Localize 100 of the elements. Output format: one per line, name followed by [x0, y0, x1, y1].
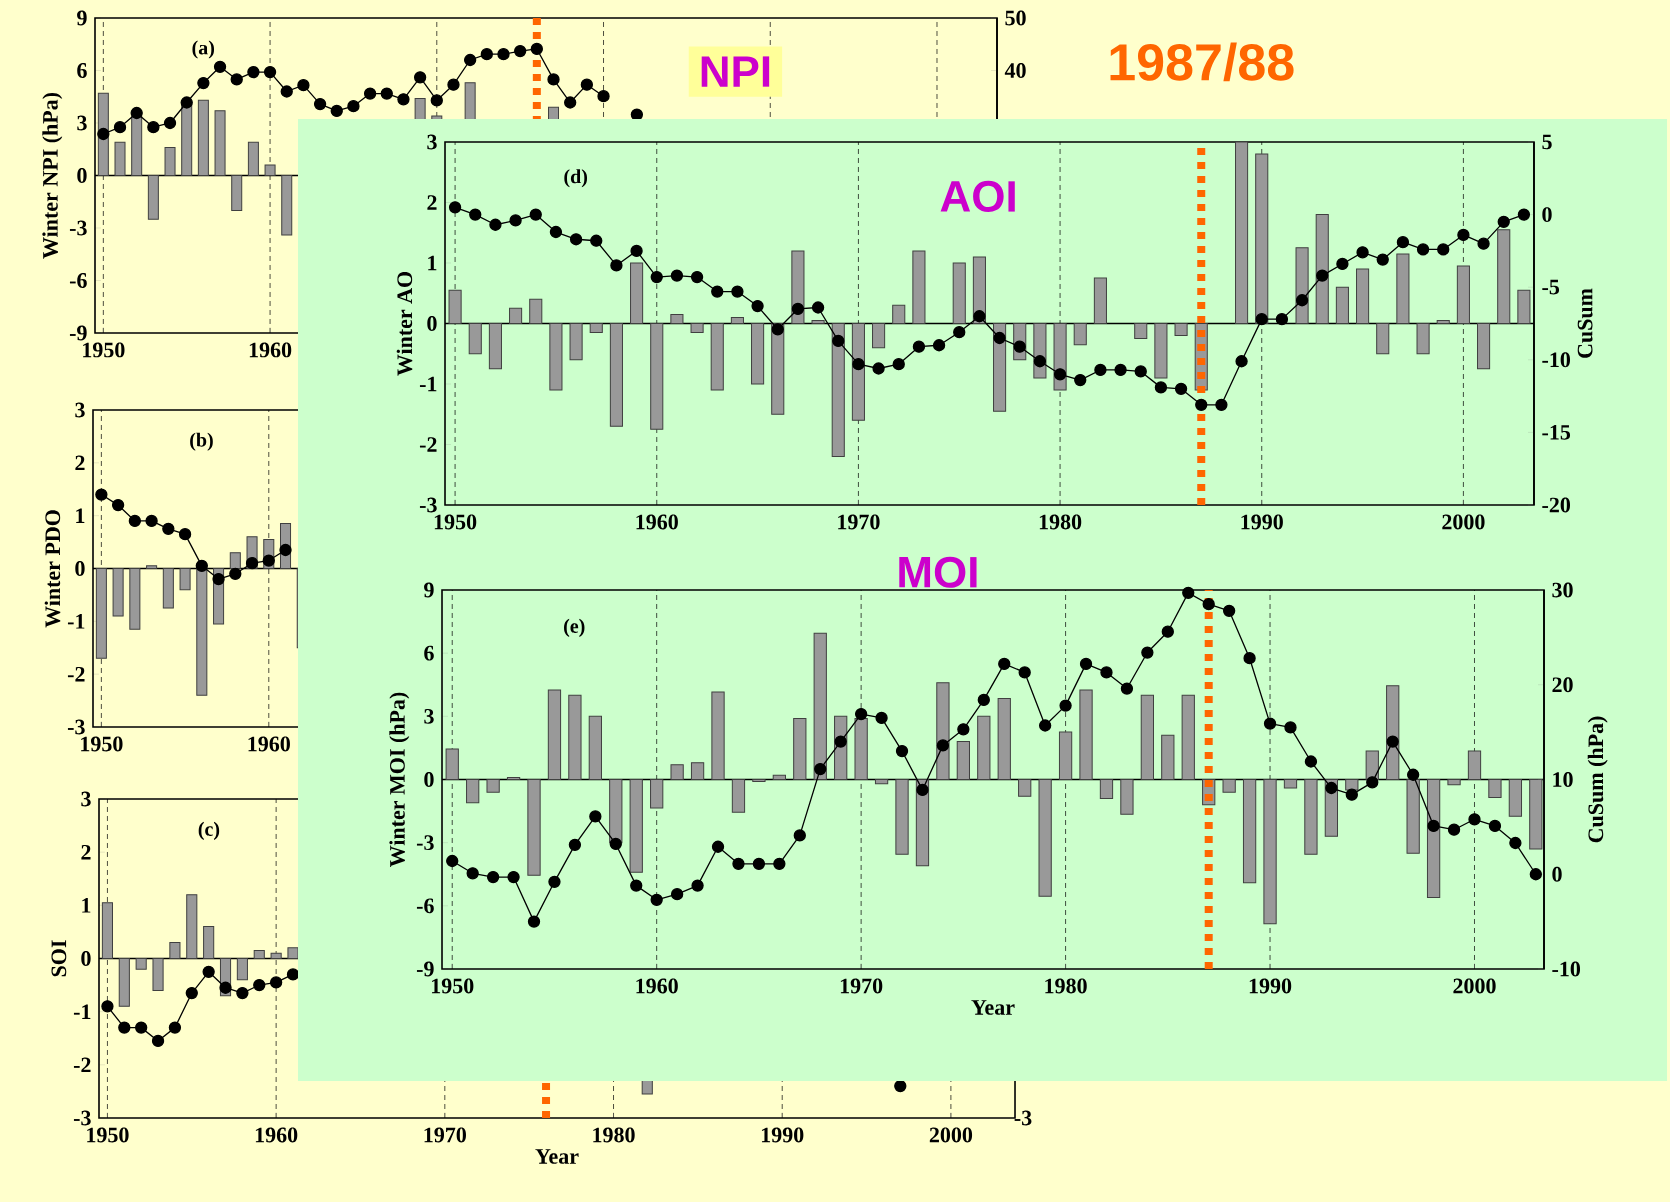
point	[507, 870, 520, 884]
bar	[811, 319, 825, 324]
bar	[1376, 322, 1390, 355]
point	[236, 986, 249, 1000]
x-tick-label: 1980	[1045, 978, 1087, 994]
y-axis-title: Winter NPI (hPa)	[42, 92, 63, 259]
point	[1396, 236, 1410, 249]
point	[731, 285, 744, 298]
point	[1215, 398, 1228, 411]
x-tick-label: 1980	[593, 1127, 635, 1143]
bar	[247, 141, 259, 176]
point	[97, 127, 110, 141]
bar	[1447, 778, 1461, 786]
bar	[549, 322, 563, 391]
y-tick-label: 9	[77, 10, 87, 26]
point	[814, 762, 827, 776]
point	[1284, 721, 1297, 734]
point	[834, 735, 847, 748]
y-axis-title: Winter AO	[396, 271, 413, 376]
bar	[690, 762, 705, 780]
x-tick-label: 1950	[431, 978, 474, 994]
point	[162, 522, 175, 536]
x-tick-label: 1950	[83, 342, 125, 358]
bar	[772, 774, 786, 780]
bar	[872, 322, 886, 349]
bar	[752, 778, 766, 783]
y-tick-label: 0	[77, 168, 87, 183]
point	[430, 94, 443, 107]
point	[1386, 735, 1399, 748]
bar	[101, 902, 113, 959]
point	[1477, 237, 1490, 250]
x-tick-label: 2000	[1453, 978, 1496, 994]
point	[219, 981, 232, 994]
point	[280, 85, 293, 98]
bar	[1517, 289, 1531, 324]
point	[1263, 717, 1277, 730]
annotation: (b)	[190, 432, 213, 451]
y-tick-label: -3	[419, 497, 437, 513]
bar	[1073, 322, 1087, 346]
point	[514, 44, 527, 58]
bar	[895, 778, 909, 855]
point	[1517, 208, 1531, 221]
bar	[112, 567, 124, 617]
bar	[147, 174, 159, 220]
point	[497, 48, 510, 61]
point	[229, 567, 242, 580]
x-tick-label: 1990	[1249, 978, 1292, 994]
point	[609, 837, 622, 851]
ref-line-label: 1987/88	[1110, 42, 1294, 82]
bar	[1477, 322, 1491, 370]
bar	[1335, 286, 1349, 324]
point	[977, 693, 990, 707]
point	[1488, 819, 1502, 833]
y-tick-label: 2	[427, 195, 437, 210]
bar	[730, 316, 744, 324]
point	[529, 208, 542, 221]
bar	[650, 322, 664, 430]
bar	[509, 307, 523, 324]
point	[832, 334, 845, 348]
y2-tick-label: 40	[1004, 63, 1026, 78]
bar	[1181, 694, 1195, 780]
point	[297, 79, 310, 92]
point	[630, 879, 643, 892]
point	[168, 1021, 182, 1034]
bar	[1235, 141, 1249, 324]
point	[932, 339, 946, 352]
x-tick-label: 1990	[1241, 514, 1283, 530]
bar	[1093, 277, 1107, 324]
bar	[650, 778, 664, 809]
point	[1304, 755, 1318, 768]
point	[1120, 682, 1134, 695]
bar	[169, 942, 181, 959]
x-tick-label: 1950	[87, 1127, 129, 1143]
y-tick-label: -9	[416, 961, 434, 977]
point	[279, 543, 292, 557]
point	[463, 53, 477, 67]
y-tick-label: 9	[424, 582, 434, 598]
point	[793, 829, 806, 842]
point	[1275, 312, 1289, 326]
bar	[710, 322, 724, 391]
bar	[203, 926, 215, 959]
point	[811, 301, 825, 314]
bar	[114, 141, 126, 176]
y2-tick-label: -10	[1542, 352, 1571, 368]
bar	[813, 632, 827, 780]
bar	[588, 715, 602, 780]
y-tick-label: 0	[75, 561, 85, 576]
bar	[1529, 778, 1543, 850]
bar	[152, 958, 164, 991]
point	[111, 498, 125, 512]
point	[130, 106, 143, 120]
point	[397, 93, 410, 106]
point	[1447, 823, 1461, 836]
point	[489, 218, 502, 231]
y-tick-label: 6	[77, 63, 87, 78]
point	[1457, 228, 1470, 242]
bar	[281, 174, 293, 236]
bar	[1436, 319, 1450, 324]
y2-tick-label: -5	[1542, 279, 1560, 295]
x-tick-label: 1980	[1039, 514, 1082, 530]
